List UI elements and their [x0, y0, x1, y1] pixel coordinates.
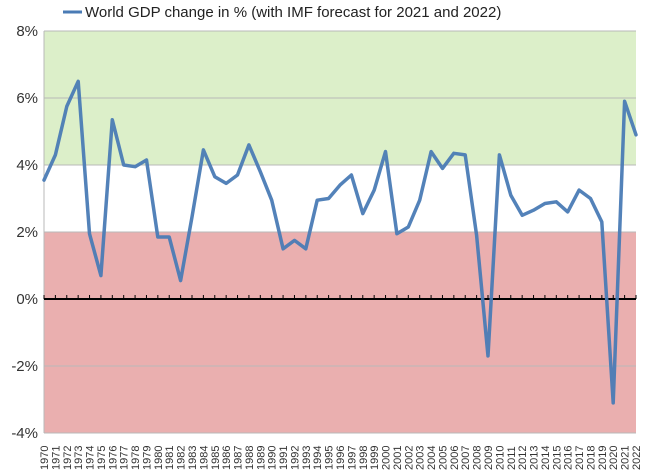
x-tick-label: 1981: [164, 446, 176, 470]
legend-label: World GDP change in % (with IMF forecast…: [85, 4, 501, 21]
x-tick-label: 2014: [540, 446, 552, 470]
x-tick-label: 1982: [176, 446, 188, 470]
x-tick-label: 1995: [324, 446, 336, 470]
band-1: [44, 232, 636, 433]
y-tick-label: 4%: [16, 157, 38, 174]
x-tick-label: 1987: [233, 446, 245, 470]
y-tick-label: -4%: [11, 425, 38, 442]
x-tick-label: 2022: [631, 446, 643, 470]
y-tick-label: 0%: [16, 291, 38, 308]
x-tick-label: 2001: [392, 446, 404, 470]
x-tick-label: 1970: [39, 446, 51, 470]
x-tick-label: 1997: [346, 446, 358, 470]
x-tick-label: 2018: [585, 446, 597, 470]
x-tick-label: 1999: [369, 446, 381, 470]
y-tick-label: -2%: [11, 358, 38, 375]
x-tick-label: 2010: [494, 446, 506, 470]
x-tick-label: 1988: [244, 446, 256, 470]
x-tick-label: 1994: [312, 446, 324, 470]
x-tick-label: 1980: [153, 446, 165, 470]
x-tick-label: 2013: [529, 446, 541, 470]
x-tick-label: 2005: [437, 446, 449, 470]
x-tick-label: 1975: [96, 446, 108, 470]
y-tick-label: 8%: [16, 23, 38, 40]
x-tick-label: 2003: [415, 446, 427, 470]
x-tick-label: 1993: [301, 446, 313, 470]
x-tick-label: 2006: [449, 446, 461, 470]
x-tick-label: 2016: [563, 446, 575, 470]
legend: World GDP change in % (with IMF forecast…: [63, 4, 501, 21]
x-tick-label: 1998: [358, 446, 370, 470]
x-tick-label: 1991: [278, 446, 290, 470]
x-tick-label: 2015: [551, 446, 563, 470]
x-tick-label: 1996: [335, 446, 347, 470]
y-axis: -4% -2% 0% 2% 4% 6% 8%: [11, 23, 38, 442]
series-line-world-gdp: [42, 79, 638, 405]
x-tick-label: 1973: [73, 446, 85, 470]
y-tick-label: 6%: [16, 90, 38, 107]
x-tick-label: 1985: [210, 446, 222, 470]
x-tick-label: 2017: [574, 446, 586, 470]
x-tick-label: 2000: [381, 446, 393, 470]
x-tick-label: 2012: [517, 446, 529, 470]
x-tick-label: 1978: [130, 446, 142, 470]
x-tick-label: 2004: [426, 446, 438, 470]
x-tick-label: 1976: [107, 446, 119, 470]
x-tick-label: 1990: [267, 446, 279, 470]
x-tick-label: 1989: [255, 446, 267, 470]
zero-line-group: [43, 295, 637, 300]
y-tick-label: 2%: [16, 224, 38, 241]
x-tick-label: 1984: [198, 446, 210, 470]
x-tick-label: 1983: [187, 446, 199, 470]
x-tick-label: 1972: [62, 446, 74, 470]
x-tick-label: 2007: [460, 446, 472, 470]
x-tick-label: 1977: [119, 446, 131, 470]
x-tick-label: 1979: [141, 446, 153, 470]
x-tick-label: 2002: [403, 446, 415, 470]
x-tick-label: 1971: [50, 446, 62, 470]
x-tick-label: 1974: [85, 446, 97, 470]
x-tick-label: 1992: [289, 446, 301, 470]
gridlines: [43, 30, 636, 434]
x-axis: 1970 1971 1972 1973 1974 1975 1976 1977 1978 1979…: [39, 446, 643, 470]
x-tick-label: 2021: [620, 446, 632, 470]
x-tick-label: 2020: [608, 446, 620, 470]
x-tick-label: 2019: [597, 446, 609, 470]
series-group: [42, 79, 638, 405]
x-tick-label: 1986: [221, 446, 233, 470]
x-tick-label: 2009: [483, 446, 495, 470]
x-tick-label: 2008: [472, 446, 484, 470]
x-tick-label: 2011: [506, 446, 518, 470]
